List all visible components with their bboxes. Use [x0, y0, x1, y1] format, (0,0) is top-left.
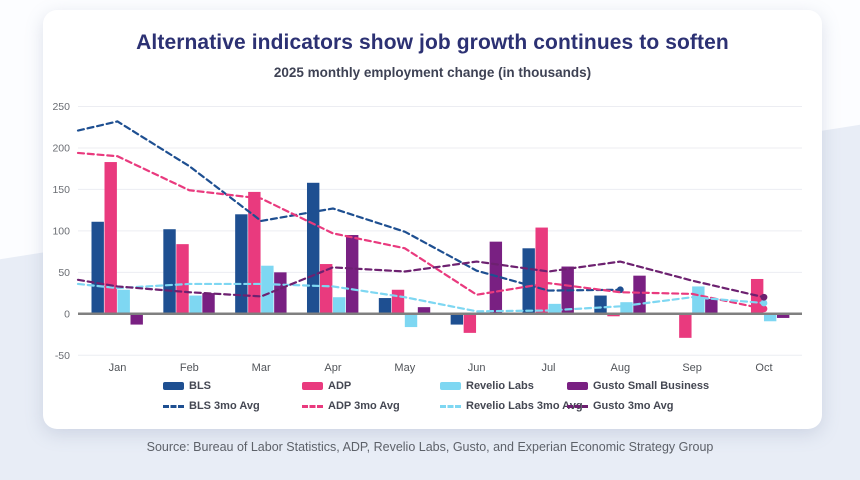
- bar-adp-apr: [319, 264, 333, 314]
- line-revelio-labs-3mo-avg: [76, 282, 766, 313]
- legend-label: Gusto Small Business: [593, 380, 710, 392]
- x-tick-label: Mar: [252, 362, 271, 374]
- bar-adp-feb: [176, 244, 189, 314]
- legend-swatch-solid: [567, 382, 588, 390]
- legend-label: ADP: [328, 380, 352, 392]
- bar-gusto-small-business-jun: [489, 241, 503, 314]
- bar-gusto-small-business-oct: [776, 313, 790, 318]
- y-tick-label: 0: [64, 308, 70, 320]
- line-bls-3mo-avg: [76, 120, 622, 292]
- legend-label: Revelio Labs 3mo Avg: [466, 400, 583, 412]
- legend-swatch-dashed: [567, 404, 588, 408]
- x-tick-label: Jul: [541, 362, 555, 374]
- bar-revelio-labs-jul: [548, 303, 561, 314]
- y-tick-label: 150: [52, 184, 70, 196]
- x-tick-label: Jun: [468, 362, 486, 374]
- x-tick-label: Feb: [180, 362, 199, 374]
- source-note: Source: Bureau of Labor Statistics, ADP,…: [146, 440, 714, 454]
- y-tick-label: 50: [58, 267, 70, 279]
- legend-item-revelio-labs-3mo-avg: Revelio Labs 3mo Avg: [440, 398, 583, 414]
- bar-revelio-labs-oct: [763, 313, 777, 322]
- chart-subtitle: 2025 monthly employment change (in thous…: [273, 65, 592, 80]
- bar-gusto-small-business-sep: [705, 298, 718, 314]
- line-gusto-3mo-avg: [76, 260, 766, 299]
- bar-gusto-small-business-apr: [345, 235, 359, 314]
- page-title: Alternative indicators show job growth c…: [136, 31, 729, 54]
- bar-adp-jan: [104, 162, 117, 314]
- y-tick-label: 250: [52, 101, 70, 113]
- bar-revelio-labs-sep: [692, 286, 705, 314]
- x-tick-label: Aug: [611, 362, 631, 374]
- line-endpoint-gusto-3mo-avg: [760, 293, 768, 301]
- bar-revelio-labs-feb: [189, 295, 202, 314]
- legend-item-gusto-small-business: Gusto Small Business: [567, 378, 709, 394]
- bar-bls-mar: [235, 214, 248, 314]
- bar-revelio-labs-mar: [261, 265, 274, 314]
- legend-label: BLS: [189, 380, 211, 392]
- bar-bls-feb: [163, 229, 176, 314]
- x-tick-label: Jan: [109, 362, 127, 374]
- chart-canvas: 250 200 150 100 50 0 -50 Jan Feb Mar Apr May Jun Jul A…: [52, 101, 802, 374]
- legend-swatch-dashed: [440, 404, 461, 408]
- legend-item-bls-3mo-avg: BLS 3mo Avg: [163, 398, 302, 414]
- x-tick-label: Oct: [755, 362, 772, 374]
- y-tick-label: 100: [52, 225, 70, 237]
- bar-bls-jun: [450, 313, 464, 325]
- bar-gusto-small-business-aug: [633, 275, 646, 314]
- bar-adp-may: [391, 289, 405, 314]
- bar-revelio-labs-apr: [332, 297, 346, 314]
- bar-gusto-small-business-feb: [202, 293, 215, 314]
- x-tick-label: Apr: [324, 362, 341, 374]
- bar-adp-jun: [463, 313, 477, 333]
- bar-bls-jan: [91, 221, 104, 314]
- chart-card: Alternative indicators show job growth c…: [43, 10, 822, 429]
- bar-gusto-small-business-may: [417, 307, 431, 314]
- line-adp-3mo-avg: [76, 151, 766, 310]
- legend-item-revelio-labs: Revelio Labs: [440, 378, 567, 394]
- bar-gusto-small-business-jan: [130, 313, 143, 325]
- legend-swatch-solid: [440, 382, 461, 390]
- bar-bls-may: [378, 298, 392, 314]
- line-endpoint-adp-3mo-avg: [760, 305, 768, 313]
- bar-revelio-labs-jan: [117, 289, 130, 314]
- y-tick-label: 200: [52, 142, 70, 154]
- bar-adp-sep: [679, 313, 692, 338]
- legend-swatch-dashed: [163, 404, 184, 408]
- bar-bls-aug: [594, 295, 607, 314]
- legend-item-adp-3mo-avg: ADP 3mo Avg: [302, 398, 440, 414]
- bar-revelio-labs-may: [404, 313, 418, 328]
- chart-legend: BLS ADP Revelio Labs Gusto Small Business BL…: [163, 378, 709, 414]
- x-tick-label: May: [394, 362, 415, 374]
- legend-item-bls: BLS: [163, 378, 302, 394]
- legend-label: Gusto 3mo Avg: [593, 400, 674, 412]
- legend-swatch-dashed: [302, 404, 323, 408]
- legend-label: Revelio Labs: [466, 380, 534, 392]
- bar-revelio-labs-aug: [620, 302, 633, 314]
- bar-bls-jul: [522, 248, 535, 314]
- legend-swatch-solid: [302, 382, 323, 390]
- legend-label: ADP 3mo Avg: [328, 400, 400, 412]
- legend-item-adp: ADP: [302, 378, 440, 394]
- x-tick-label: Sep: [682, 362, 702, 374]
- legend-swatch-solid: [163, 382, 184, 390]
- bar-bls-apr: [306, 182, 320, 314]
- line-endpoint-revelio-labs-3mo-avg: [760, 299, 768, 307]
- y-tick-label: -50: [55, 350, 70, 362]
- legend-item-gusto-3mo-avg: Gusto 3mo Avg: [567, 398, 709, 414]
- legend-label: BLS 3mo Avg: [189, 400, 260, 412]
- bar-gusto-small-business-mar: [274, 272, 287, 314]
